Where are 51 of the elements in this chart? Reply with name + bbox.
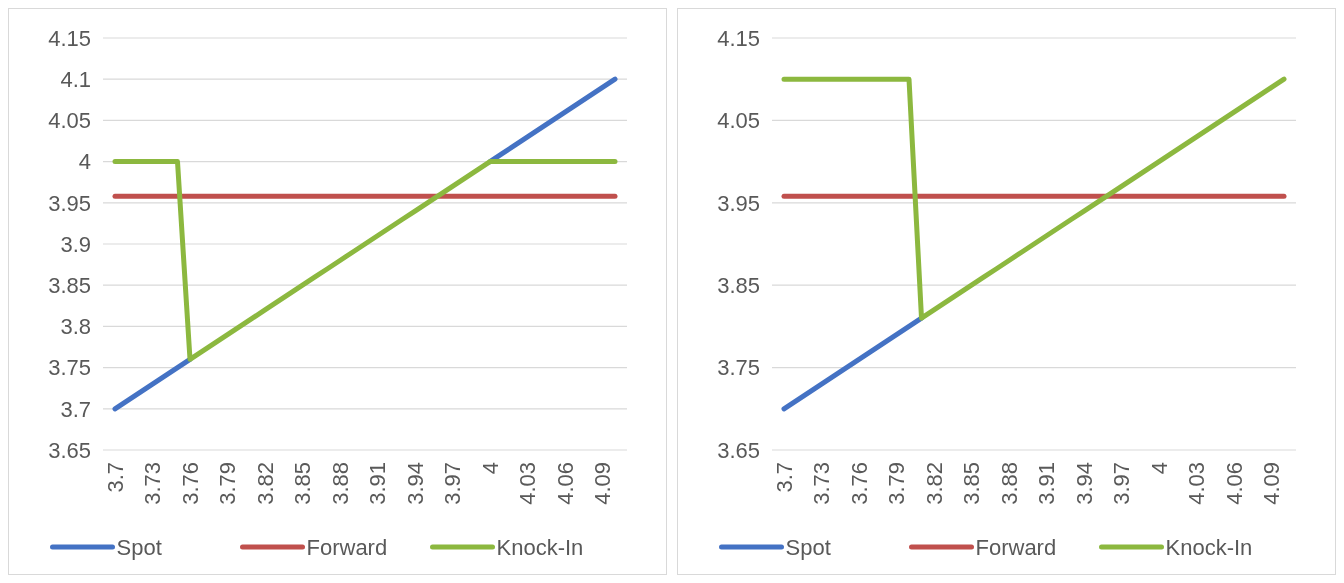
y-tick-label: 3.95: [48, 190, 91, 216]
x-tick-label: 3.79: [215, 462, 241, 505]
x-tick-label: 3.79: [884, 462, 910, 505]
x-tick-label: 3.82: [921, 462, 947, 505]
y-tick-label: 3.8: [60, 314, 91, 340]
legend-label: Forward: [975, 534, 1057, 560]
legend-label: Knock-In: [1165, 534, 1253, 560]
y-tick-label: 3.95: [717, 190, 760, 216]
x-tick-label: 3.94: [1071, 462, 1097, 505]
y-tick-label: 4.15: [717, 25, 760, 51]
x-tick-label: 4.09: [1259, 462, 1285, 505]
x-tick-label: 3.85: [290, 462, 316, 505]
legend-label: Spot: [785, 534, 831, 560]
y-tick-label: 3.75: [48, 355, 91, 381]
x-tick-label: 3.91: [365, 462, 391, 505]
x-tick-label: 3.88: [327, 462, 353, 505]
y-tick-label: 3.9: [60, 231, 91, 257]
x-tick-label: 4.03: [1184, 462, 1210, 505]
y-tick-label: 4.05: [717, 108, 760, 134]
x-tick-label: 4: [477, 462, 503, 475]
x-tick-label: 3.73: [809, 462, 835, 505]
legend-label: Knock-In: [496, 534, 584, 560]
x-tick-label: 3.82: [252, 462, 278, 505]
x-tick-label: 3.97: [440, 462, 466, 505]
legend-label: Spot: [116, 534, 162, 560]
x-tick-label: 3.76: [846, 462, 872, 505]
x-tick-label: 3.91: [1034, 462, 1060, 505]
x-tick-label: 4.03: [515, 462, 541, 505]
x-tick-label: 4.09: [590, 462, 616, 505]
y-tick-label: 4.15: [48, 25, 91, 51]
y-tick-label: 3.65: [717, 437, 760, 463]
y-tick-label: 4.05: [48, 108, 91, 134]
y-tick-label: 3.85: [717, 272, 760, 298]
y-tick-label: 3.85: [48, 272, 91, 298]
y-tick-label: 3.75: [717, 355, 760, 381]
x-tick-label: 4: [1146, 462, 1172, 475]
y-tick-label: 3.7: [60, 396, 91, 422]
x-tick-label: 3.73: [140, 462, 166, 505]
y-tick-label: 4.1: [60, 66, 91, 92]
x-tick-label: 3.76: [177, 462, 203, 505]
legend-label: Forward: [306, 534, 388, 560]
x-tick-label: 3.94: [402, 462, 428, 505]
x-tick-label: 3.85: [959, 462, 985, 505]
x-tick-label: 4.06: [552, 462, 578, 505]
x-tick-label: 3.88: [996, 462, 1022, 505]
x-tick-label: 3.7: [102, 462, 128, 493]
y-tick-label: 4: [78, 149, 91, 175]
x-tick-label: 3.97: [1109, 462, 1135, 505]
x-tick-label: 3.7: [771, 462, 797, 493]
x-tick-label: 4.06: [1221, 462, 1247, 505]
y-tick-label: 3.65: [48, 437, 91, 463]
